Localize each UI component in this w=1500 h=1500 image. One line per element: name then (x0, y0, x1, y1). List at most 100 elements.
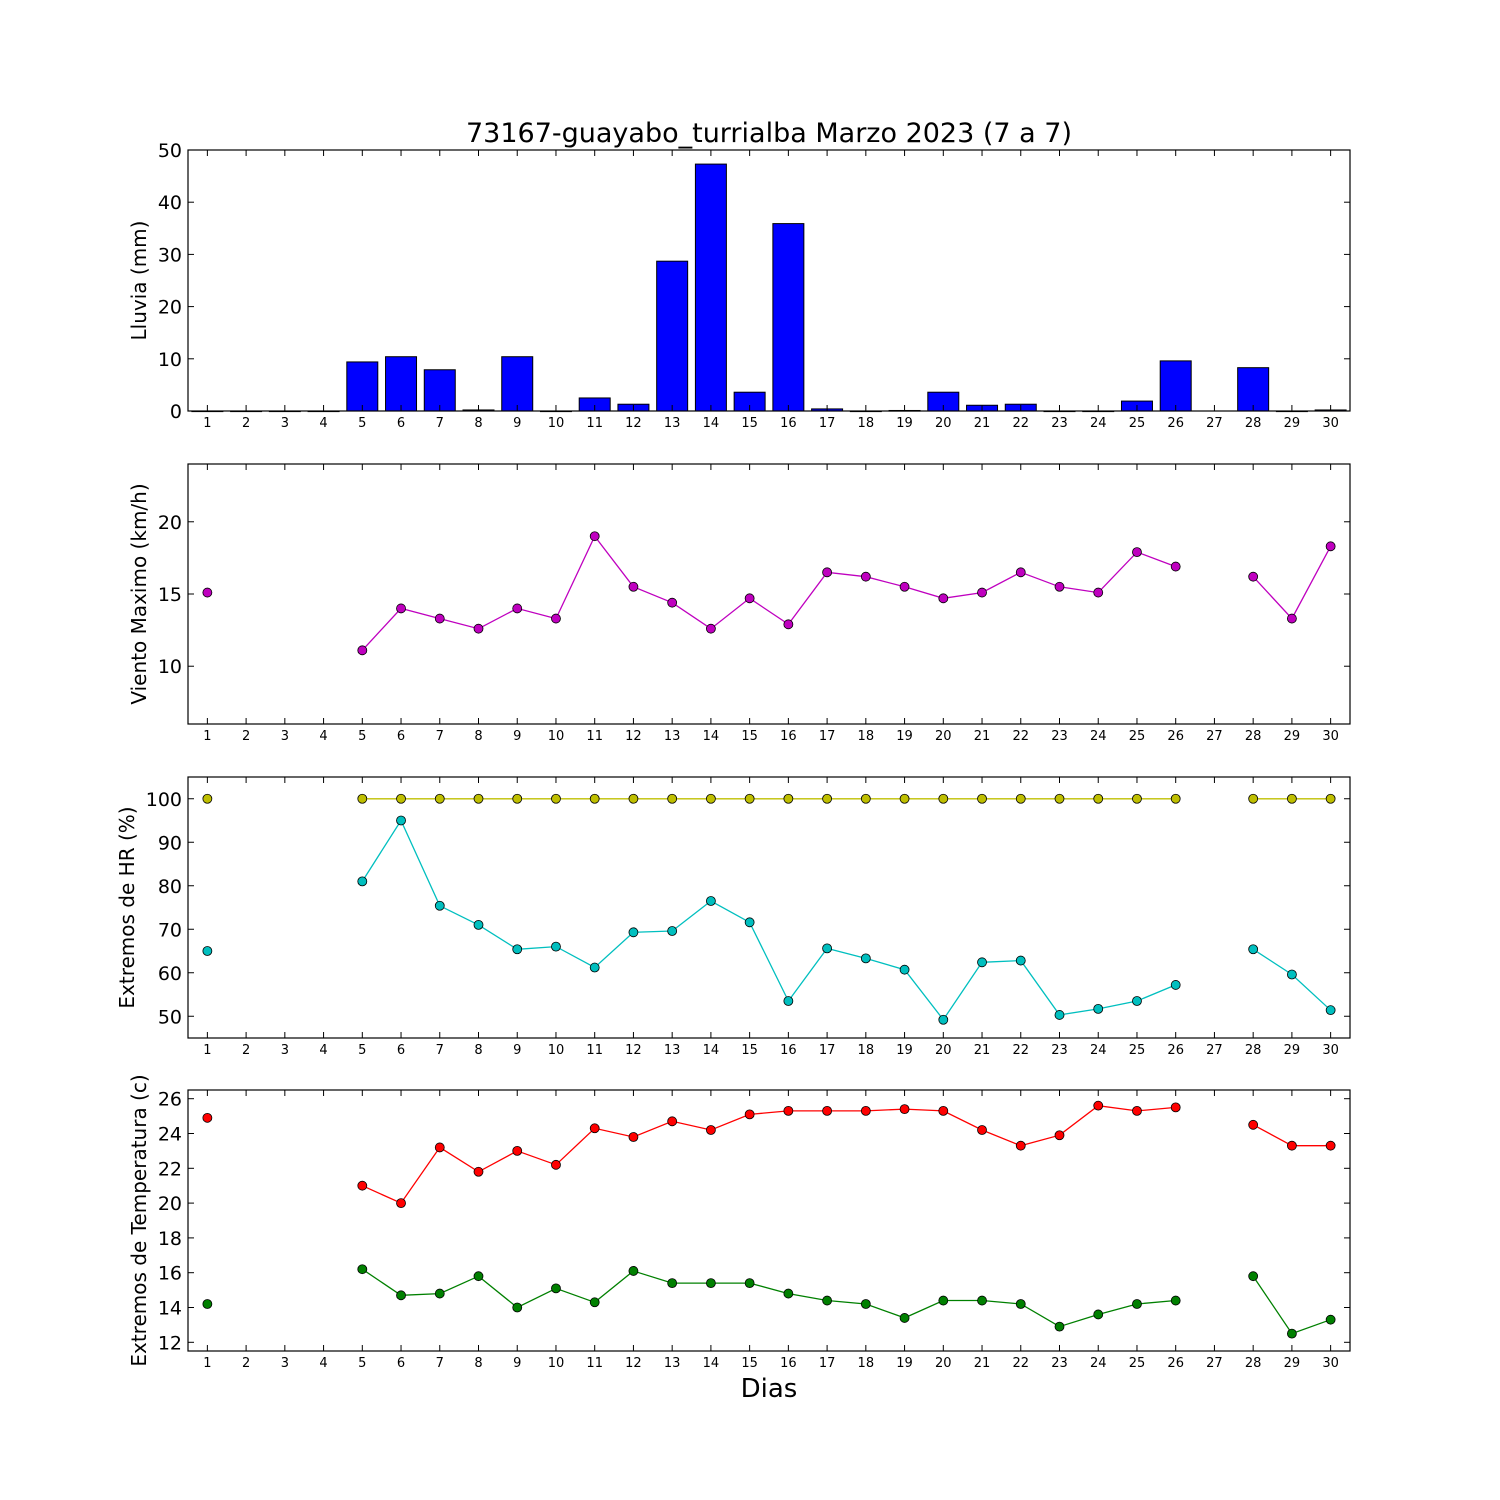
series-1-point-day-16 (783, 1105, 794, 1116)
x-tick-label: 29 (1284, 416, 1301, 431)
x-tick-label: 19 (896, 416, 913, 431)
x-tick-label: 22 (1012, 416, 1029, 431)
x-tick-label: 7 (436, 416, 444, 431)
y-tick-label: 18 (158, 1228, 182, 1250)
x-tick-label: 18 (858, 1356, 875, 1371)
x-tick-label: 21 (974, 729, 991, 744)
series-1-point-day-15 (744, 1109, 755, 1120)
y-axis-label: Extremos de Temperatura (c) (127, 1074, 151, 1366)
x-tick-label: 30 (1322, 416, 1339, 431)
series-1-point-day-22 (1015, 793, 1026, 804)
series-1-point-day-5 (357, 1180, 368, 1191)
y-tick-label: 50 (158, 1006, 182, 1028)
series-1-point-day-23 (1054, 1130, 1065, 1141)
x-tick-label: 27 (1206, 729, 1223, 744)
x-tick-label: 15 (741, 1043, 758, 1058)
x-tick-label: 25 (1129, 729, 1146, 744)
y-tick-label: 20 (158, 297, 182, 319)
series-2-point-day-5 (357, 1264, 368, 1275)
series-2-point-day-20 (938, 1295, 949, 1306)
x-tick-label: 7 (436, 729, 444, 744)
series-2-line-2 (361, 1268, 1176, 1328)
series-1-point-day-11 (589, 793, 600, 804)
series-1-point-day-6 (396, 793, 406, 804)
series-1-point-day-6 (396, 603, 406, 614)
y-tick-label: 80 (158, 876, 182, 898)
x-tick-label: 4 (319, 1043, 327, 1058)
series-2-point-day-19 (899, 964, 910, 975)
x-tick-label: 15 (741, 416, 758, 431)
y-tick-label: 24 (158, 1124, 182, 1146)
x-tick-label: 22 (1012, 1043, 1029, 1058)
series-1-point-day-8 (473, 623, 484, 634)
series-2-point-day-16 (783, 1288, 794, 1299)
series-1-point-day-7 (434, 1142, 445, 1153)
series-1-point-day-10 (551, 793, 561, 804)
x-tick-label: 3 (281, 729, 289, 744)
series-2-point-day-1 (202, 1299, 213, 1309)
x-tick-label: 21 (974, 416, 991, 431)
series-2-point-day-28 (1248, 944, 1259, 955)
series-2-point-day-11 (589, 962, 600, 973)
x-tick-label: 21 (974, 1043, 991, 1058)
bar-day-6 (385, 356, 418, 412)
x-tick-label: 10 (548, 1356, 565, 1371)
x-tick-label: 23 (1051, 1043, 1068, 1058)
series-1-point-day-14 (706, 793, 716, 804)
series-1-point-day-21 (977, 1125, 987, 1135)
series-1-point-day-20 (938, 1105, 949, 1116)
x-tick-label: 15 (741, 1356, 758, 1371)
bar-day-28 (1237, 367, 1270, 412)
x-tick-label: 19 (896, 1043, 913, 1058)
y-tick-label: 22 (158, 1158, 182, 1180)
series-2-point-day-25 (1132, 996, 1142, 1006)
x-tick-label: 12 (625, 729, 642, 744)
x-tick-label: 14 (703, 1043, 720, 1058)
y-tick-label: 90 (158, 832, 182, 854)
x-tick-label: 6 (397, 416, 405, 431)
series-1-point-day-29 (1287, 793, 1297, 804)
x-tick-label: 26 (1167, 1043, 1184, 1058)
x-tick-label: 3 (281, 1356, 289, 1371)
series-2-point-day-13 (667, 926, 678, 936)
series-1-point-day-21 (977, 587, 987, 598)
bar-day-16 (772, 223, 805, 412)
series-1-point-day-10 (551, 1159, 561, 1170)
series-2-point-day-15 (744, 917, 755, 928)
x-tick-label: 13 (664, 1356, 681, 1371)
bar-day-5 (346, 361, 379, 412)
x-tick-label: 7 (436, 1043, 444, 1058)
series-1-point-day-10 (551, 613, 561, 624)
series-2-point-day-15 (744, 1278, 755, 1289)
x-tick-label: 26 (1167, 729, 1184, 744)
x-tick-label: 12 (625, 1356, 642, 1371)
x-tick-label: 23 (1051, 416, 1068, 431)
series-2-point-day-13 (667, 1278, 678, 1289)
panel-frame (187, 776, 1351, 1039)
series-1-point-day-18 (860, 793, 871, 804)
series-2-point-day-7 (434, 900, 445, 911)
x-tick-label: 17 (819, 1356, 836, 1371)
bar-day-9 (501, 356, 534, 412)
x-tick-label: 21 (974, 1356, 991, 1371)
series-2-point-day-18 (860, 1299, 871, 1309)
y-axis-label: Extremos de HR (%) (115, 806, 139, 1008)
x-tick-label: 5 (358, 1043, 366, 1058)
series-1-point-day-23 (1054, 581, 1065, 592)
y-tick-label: 100 (146, 789, 182, 811)
series-1-point-day-13 (667, 597, 678, 608)
y-tick-label: 60 (158, 963, 182, 985)
y-axis-label: Viento Maximo (km/h) (127, 483, 151, 704)
x-tick-label: 1 (203, 416, 211, 431)
series-2-point-day-21 (977, 1295, 987, 1306)
y-tick-label: 20 (158, 512, 182, 534)
series-1-point-day-28 (1248, 571, 1259, 582)
series-2-point-day-17 (822, 1295, 832, 1306)
x-tick-label: 12 (625, 1043, 642, 1058)
x-tick-label: 8 (474, 1356, 482, 1371)
x-tick-label: 28 (1245, 1356, 1262, 1371)
y-tick-label: 30 (158, 244, 182, 266)
y-tick-label: 15 (158, 584, 182, 606)
series-1-point-day-16 (783, 793, 794, 804)
